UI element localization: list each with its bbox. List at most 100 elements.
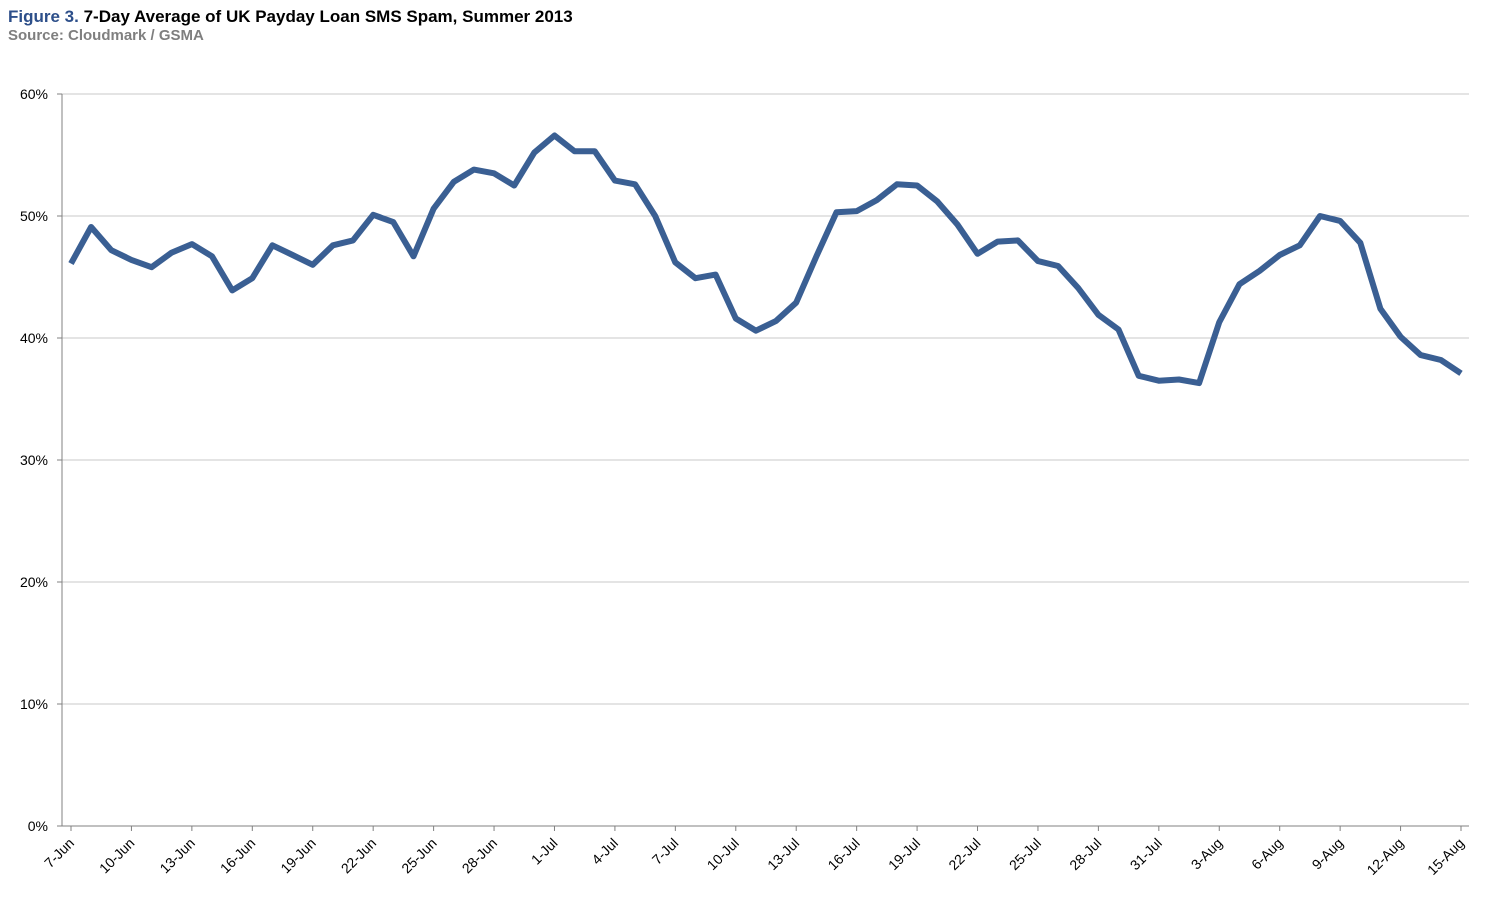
data-point	[149, 265, 154, 270]
data-point	[1418, 353, 1423, 358]
data-point	[1217, 320, 1222, 325]
data-point	[592, 149, 597, 154]
x-tick-label: 3-Aug	[1188, 835, 1226, 873]
data-point	[774, 318, 779, 323]
data-point	[431, 206, 436, 211]
data-point	[1136, 373, 1141, 378]
figure-label: Figure 3.	[8, 7, 79, 26]
data-point	[693, 276, 698, 281]
x-tick-label: 9-Aug	[1309, 835, 1347, 873]
data-point	[733, 316, 738, 321]
data-point	[1015, 238, 1020, 243]
data-point	[653, 214, 658, 219]
x-tick-label: 31-Jul	[1127, 835, 1165, 873]
data-point	[230, 288, 235, 293]
data-point	[1398, 334, 1403, 339]
data-point	[894, 182, 899, 187]
data-point	[1438, 358, 1443, 363]
x-tick-label: 13-Jun	[156, 835, 198, 877]
data-point	[1116, 327, 1121, 332]
data-point	[1358, 240, 1363, 245]
data-point	[1237, 282, 1242, 287]
data-point	[89, 225, 94, 230]
data-point	[270, 243, 275, 248]
data-point	[794, 300, 799, 305]
x-tick-label: 1-Jul	[528, 835, 561, 868]
x-axis-tick-labels: 7-Jun 10-Jun 13-Jun 16-Jun 19-Jun 22-Jun 25-Ju…	[41, 835, 1467, 878]
data-point	[1338, 218, 1343, 223]
y-axis-tick-labels: 0% 10% 20% 30% 40% 50% 60%	[20, 86, 48, 834]
data-point	[310, 262, 315, 267]
data-point	[935, 199, 940, 204]
data-point	[471, 167, 476, 172]
data-point	[290, 253, 295, 258]
data-point	[673, 260, 678, 265]
data-point	[713, 272, 718, 277]
data-point	[1318, 214, 1323, 219]
x-tick-label: 28-Jun	[459, 835, 501, 877]
data-point	[69, 261, 74, 266]
gridlines	[62, 93, 1469, 705]
y-tick-label: 0%	[28, 818, 48, 834]
data-point	[351, 238, 356, 243]
data-point	[1277, 253, 1282, 258]
data-point	[633, 182, 638, 187]
x-tick-label: 13-Jul	[764, 835, 802, 873]
data-point	[492, 171, 497, 176]
data-point	[814, 254, 819, 259]
data-point	[1036, 259, 1041, 264]
y-tick-label: 60%	[20, 86, 48, 102]
chart-header: Figure 3. 7-Day Average of UK Payday Loa…	[8, 6, 573, 44]
data-point	[1378, 306, 1383, 311]
data-point	[1177, 377, 1182, 382]
data-point	[1076, 286, 1081, 291]
x-tick-label: 12-Aug	[1363, 835, 1406, 878]
x-tick-label: 10-Jun	[96, 835, 138, 877]
data-point	[109, 248, 114, 253]
data-point	[371, 212, 376, 217]
y-tick-label: 40%	[20, 330, 48, 346]
data-point	[129, 257, 134, 262]
data-point	[411, 254, 416, 259]
x-tick-label: 25-Jul	[1006, 835, 1044, 873]
data-point	[955, 222, 960, 227]
x-tick-label: 7-Jun	[41, 835, 77, 871]
data-point	[753, 328, 758, 333]
y-tick-label: 30%	[20, 452, 48, 468]
series-layer	[68, 132, 1464, 387]
axes	[57, 93, 1469, 831]
x-tick-label: 19-Jun	[277, 835, 319, 877]
data-point	[391, 220, 396, 225]
data-point	[210, 254, 215, 259]
data-point	[1197, 381, 1202, 386]
x-tick-label: 25-Jun	[398, 835, 440, 877]
data-point	[975, 251, 980, 256]
data-point	[572, 149, 577, 154]
x-tick-label: 4-Jul	[588, 835, 621, 868]
data-point	[552, 133, 557, 138]
figure-title: 7-Day Average of UK Payday Loan SMS Spam…	[83, 7, 573, 26]
data-point	[995, 239, 1000, 244]
data-point	[189, 242, 194, 247]
x-tick-label: 15-Aug	[1424, 835, 1467, 878]
data-point	[1459, 371, 1464, 376]
data-point	[1096, 312, 1101, 317]
y-tick-label: 20%	[20, 574, 48, 590]
series-line	[68, 132, 1463, 387]
x-tick-label: 16-Jun	[217, 835, 259, 877]
x-tick-label: 22-Jun	[338, 835, 380, 877]
data-point	[612, 178, 617, 183]
x-tick-label: 6-Aug	[1248, 835, 1286, 873]
x-tick-label: 10-Jul	[704, 835, 742, 873]
data-point	[169, 250, 174, 255]
data-point	[854, 209, 859, 214]
chart-source: Source: Cloudmark / GSMA	[8, 27, 204, 44]
x-tick-label: 28-Jul	[1066, 835, 1104, 873]
x-tick-label: 22-Jul	[945, 835, 983, 873]
data-point	[451, 179, 456, 184]
x-tick-label: 16-Jul	[824, 835, 862, 873]
data-point	[512, 183, 517, 188]
data-point	[1156, 378, 1161, 383]
x-tick-label: 19-Jul	[885, 835, 923, 873]
